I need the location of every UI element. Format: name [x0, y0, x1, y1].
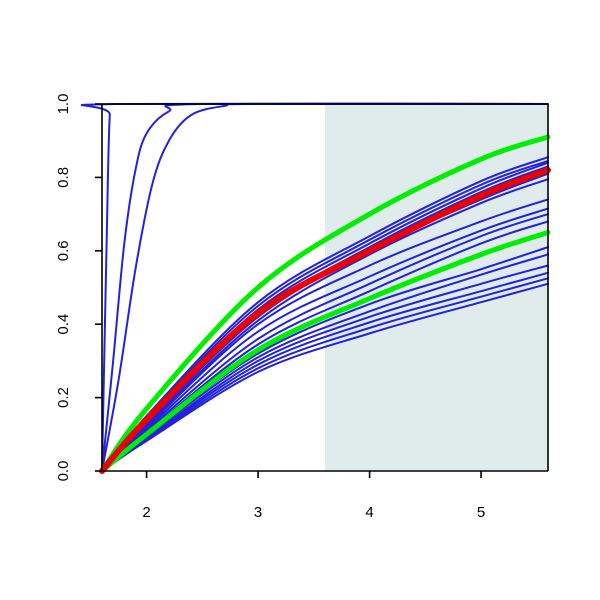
x-tick-label: 3	[254, 504, 262, 521]
series-line-member-8	[101, 178, 549, 472]
y-tick-label: 0.6	[55, 240, 72, 261]
axis-layer: 2 3 4 5 0.0 0.2 0.4 0.6 0.8 1.0	[55, 94, 549, 521]
y-tick-label: 0.0	[55, 461, 72, 482]
x-tick-label: 5	[477, 504, 485, 521]
y-tick-label: 0.8	[55, 167, 72, 188]
y-tick-label: 1.0	[55, 94, 72, 115]
y-tick-label: 0.4	[55, 314, 72, 335]
y-tick-label: 0.2	[55, 387, 72, 408]
x-tick-label: 2	[142, 504, 150, 521]
series-line-central-21	[99, 167, 551, 474]
series-line-member-11	[101, 213, 549, 472]
series-line-member-9	[101, 198, 549, 472]
x-tick-label: 4	[365, 504, 373, 521]
series-line-member-10	[101, 207, 549, 472]
series-line-band-19	[99, 134, 551, 474]
series-layer	[81, 102, 551, 474]
series-line-member-18	[101, 282, 549, 472]
series-line-band-20	[99, 229, 551, 474]
